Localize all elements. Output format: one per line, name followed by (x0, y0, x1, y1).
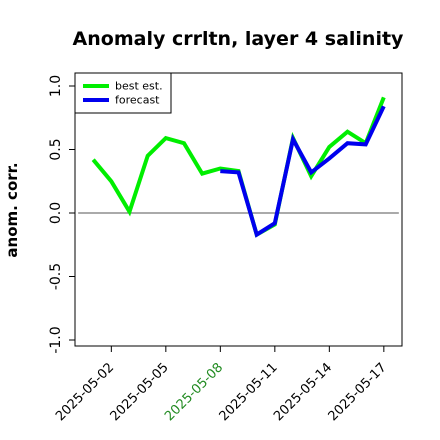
legend-box (74, 72, 172, 114)
legend: best est.forecast (74, 72, 172, 114)
plot-frame (74, 72, 403, 347)
legend-label: forecast (115, 94, 160, 107)
y-tick-label: 0.0 (48, 202, 64, 224)
x-tick-label: 2025-05-17 (326, 360, 390, 424)
y-tick-label: 0.5 (48, 138, 64, 160)
y-tick-label: -1.0 (48, 326, 64, 353)
legend-label: best est. (115, 80, 163, 93)
series-line-best-est (91, 96, 386, 238)
series-line-forecast (220, 105, 386, 238)
x-axis: 2025-05-022025-05-052025-05-082025-05-11… (53, 346, 390, 424)
y-tick-label: 1.0 (48, 75, 64, 97)
series-layer (91, 96, 386, 238)
y-axis: -1.0 -0.5 0.0 0.5 1.0 (48, 75, 75, 354)
chart-title: Anomaly crrltn, layer 4 salinity (73, 28, 404, 50)
y-axis-label: anom. corr. (3, 162, 21, 257)
y-tick-label: -0.5 (48, 263, 64, 290)
